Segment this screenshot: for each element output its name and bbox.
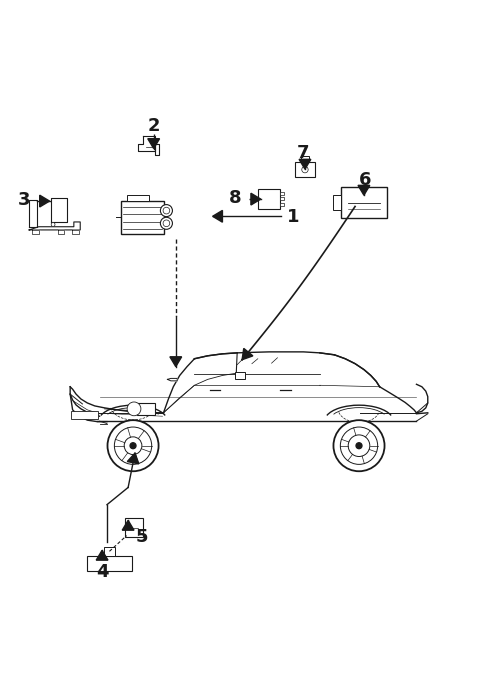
- Circle shape: [163, 207, 170, 214]
- Bar: [341, 187, 387, 218]
- Bar: [280, 197, 284, 201]
- Bar: [121, 201, 164, 234]
- Bar: [87, 556, 132, 571]
- Circle shape: [348, 435, 370, 457]
- Circle shape: [115, 427, 152, 464]
- Polygon shape: [167, 378, 177, 381]
- Bar: [295, 162, 315, 177]
- Polygon shape: [51, 198, 68, 222]
- Bar: [258, 190, 280, 209]
- Circle shape: [108, 420, 159, 471]
- Bar: [301, 155, 309, 162]
- Text: 2: 2: [147, 117, 160, 135]
- Text: 3: 3: [18, 191, 31, 209]
- Circle shape: [161, 205, 172, 217]
- Polygon shape: [122, 520, 134, 530]
- Circle shape: [333, 420, 384, 471]
- Polygon shape: [58, 230, 64, 234]
- Circle shape: [51, 223, 55, 226]
- Text: 7: 7: [297, 144, 310, 162]
- Bar: [280, 203, 284, 206]
- Polygon shape: [251, 193, 261, 205]
- Bar: [104, 546, 115, 556]
- Polygon shape: [242, 348, 253, 359]
- Circle shape: [340, 427, 378, 464]
- Polygon shape: [72, 230, 79, 234]
- Text: 8: 8: [228, 188, 241, 206]
- Bar: [235, 372, 245, 380]
- Bar: [280, 192, 284, 195]
- Polygon shape: [29, 222, 80, 230]
- Bar: [124, 518, 143, 537]
- Circle shape: [130, 443, 136, 448]
- Polygon shape: [299, 159, 311, 169]
- Circle shape: [163, 220, 170, 226]
- Text: 5: 5: [135, 528, 148, 546]
- Bar: [71, 411, 98, 419]
- Circle shape: [127, 402, 141, 416]
- Circle shape: [161, 217, 172, 229]
- Polygon shape: [138, 136, 159, 155]
- Polygon shape: [32, 230, 39, 234]
- Text: 6: 6: [359, 171, 371, 190]
- Polygon shape: [40, 195, 49, 207]
- Circle shape: [302, 166, 308, 172]
- Bar: [333, 195, 341, 210]
- Text: 1: 1: [288, 208, 300, 226]
- Circle shape: [124, 437, 142, 455]
- Bar: [127, 195, 149, 201]
- Polygon shape: [170, 357, 182, 366]
- Polygon shape: [212, 210, 222, 222]
- Text: 4: 4: [96, 563, 108, 581]
- Bar: [137, 403, 155, 415]
- Polygon shape: [358, 186, 370, 195]
- Circle shape: [356, 443, 362, 448]
- Polygon shape: [127, 453, 139, 464]
- Polygon shape: [96, 551, 108, 560]
- Polygon shape: [148, 139, 160, 148]
- Polygon shape: [29, 199, 37, 227]
